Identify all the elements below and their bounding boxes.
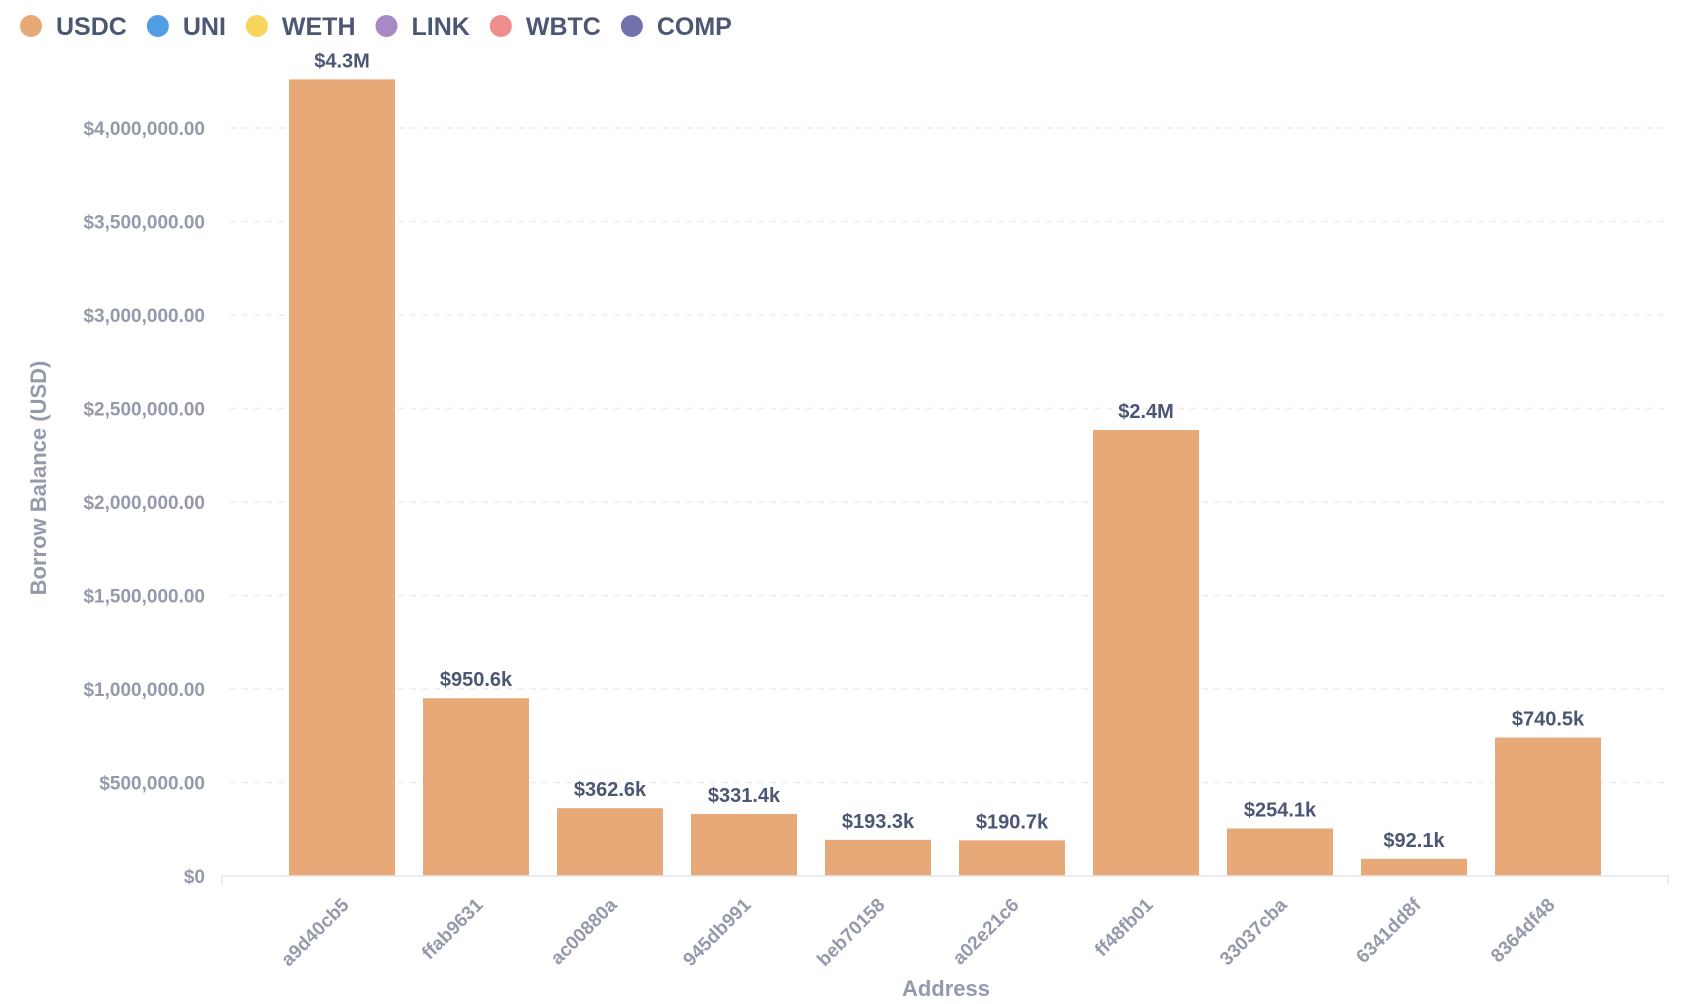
legend-dot: [146, 15, 169, 37]
bar-a9d40cb5[interactable]: [289, 79, 395, 876]
data-label: $190.7k: [976, 811, 1049, 833]
bar-a02e21c6[interactable]: [959, 840, 1065, 876]
data-label: $331.4k: [708, 785, 781, 807]
legend-dot: [489, 15, 512, 37]
legend-item-uni[interactable]: UNI: [146, 13, 226, 41]
legend-dot: [20, 15, 42, 37]
data-label: $740.5k: [1512, 709, 1585, 731]
x-tick-label: a9d40cb5: [277, 894, 353, 970]
data-label: $193.3k: [842, 811, 915, 833]
x-tick-label: 945db991: [679, 894, 755, 970]
x-axis-title: Address: [902, 976, 990, 1001]
legend-dot: [375, 15, 398, 37]
x-axis-ticks: a9d40cb5 ffab9631 ac00880a 945db991 beb70158…: [221, 876, 1669, 971]
legend-item-comp[interactable]: COMP: [620, 13, 732, 41]
legend-label: WETH: [282, 13, 356, 41]
x-tick-label: a02e21c6: [949, 895, 1024, 970]
x-tick-label: ff48fb01: [1091, 894, 1158, 961]
data-labels: $4.3M $950.6k $362.6k $331.4k $193.3k $190.7k…: [314, 50, 1585, 851]
x-tick-label: 8364df48: [1487, 895, 1559, 967]
legend-label: UNI: [183, 13, 226, 41]
data-label: $362.6k: [574, 779, 647, 801]
legend-item-usdc[interactable]: USDC: [20, 13, 127, 41]
data-label: $2.4M: [1118, 401, 1174, 423]
legend-label: LINK: [412, 13, 470, 41]
legend-item-wbtc[interactable]: WBTC: [489, 13, 601, 41]
y-tick-label: $2,000,000.00: [83, 493, 205, 514]
legend-label: WBTC: [526, 13, 601, 41]
x-tick-label: 33037cba: [1216, 894, 1292, 970]
x-tick-label: ac00880a: [547, 894, 622, 969]
bar-33037cba[interactable]: [1227, 828, 1333, 876]
bar-ac00880a[interactable]: [557, 808, 663, 876]
y-tick-label: $1,000,000.00: [83, 680, 205, 701]
legend: USDC UNI WETH LINK WBTC COMP: [20, 13, 732, 41]
bar-6341dd8f[interactable]: [1361, 858, 1467, 876]
bar-8364df48[interactable]: [1495, 737, 1601, 876]
y-tick-label: $2,500,000.00: [83, 400, 205, 421]
bar-945db991[interactable]: [691, 814, 797, 876]
y-axis-title: Borrow Balance (USD): [26, 361, 51, 596]
bar-ffab9631[interactable]: [423, 698, 529, 876]
legend-item-link[interactable]: LINK: [375, 13, 470, 41]
x-tick-label: ffab9631: [418, 894, 488, 964]
data-label: $4.3M: [314, 50, 370, 72]
legend-dot: [245, 15, 268, 37]
legend-label: USDC: [56, 13, 127, 41]
y-axis-ticks: $0 $500,000.00 $1,000,000.00 $1,500,000.00 $…: [83, 119, 205, 888]
bar-beb70158[interactable]: [825, 839, 931, 876]
y-tick-label: $0: [184, 867, 205, 888]
legend-dot: [620, 15, 643, 37]
y-tick-label: $3,000,000.00: [83, 306, 205, 327]
y-tick-label: $4,000,000.00: [83, 119, 205, 140]
data-label: $950.6k: [440, 669, 513, 691]
legend-label: COMP: [657, 13, 732, 41]
y-tick-label: $1,500,000.00: [83, 587, 205, 608]
bar-ff48fb01[interactable]: [1093, 430, 1199, 876]
data-label: $254.1k: [1244, 799, 1317, 821]
x-tick-label: beb70158: [813, 895, 889, 971]
x-tick-label: 6341dd8f: [1352, 894, 1426, 968]
y-tick-label: $500,000.00: [99, 774, 205, 795]
legend-item-weth[interactable]: WETH: [245, 13, 356, 41]
bars: [289, 79, 1601, 876]
y-tick-label: $3,500,000.00: [83, 213, 205, 234]
data-label: $92.1k: [1383, 830, 1445, 852]
